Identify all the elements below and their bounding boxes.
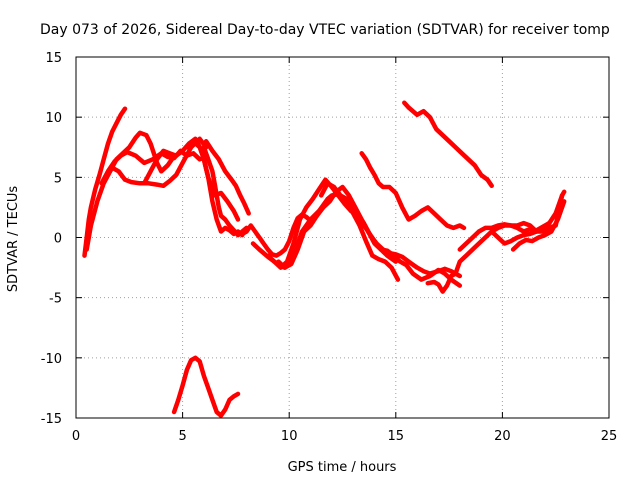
y-tick-label: 15	[45, 51, 62, 66]
y-axis-label: SDTVAR / TECUs	[6, 186, 21, 293]
series-line-track-14	[359, 151, 467, 231]
series-line-track-19	[510, 199, 567, 252]
chart-title: Day 073 of 2026, Sidereal Day-to-day VTE…	[40, 22, 610, 38]
series-line-track-13	[318, 181, 401, 282]
series-line-track-4	[103, 136, 209, 189]
x-axis-label: GPS time / hours	[288, 460, 397, 475]
x-tick-label: 0	[72, 429, 80, 444]
series-line-track-7	[201, 145, 249, 238]
series-line-track-20	[171, 355, 241, 418]
grid	[76, 57, 609, 418]
y-tick-label: -10	[41, 352, 62, 367]
y-tick-label: 5	[54, 171, 62, 186]
plot-frame	[75, 56, 610, 419]
y-tick-label: 0	[54, 232, 62, 247]
series-line-track-18	[489, 189, 567, 246]
x-tick-label: 15	[388, 429, 405, 444]
y-tick-label: -15	[41, 412, 62, 427]
y-tick-label: 10	[45, 111, 62, 126]
axis-ticks: 0 5 10 15 20 25 -15 -10 -5 0 5 10 15	[41, 51, 618, 444]
x-tick-label: 20	[494, 429, 511, 444]
x-tick-label: 5	[178, 429, 186, 444]
plot-area	[82, 100, 567, 418]
series-line-track-2	[84, 130, 175, 252]
series-line-track-15	[402, 100, 494, 189]
x-tick-label: 25	[601, 429, 618, 444]
series-line-track-8	[203, 138, 251, 216]
series-line-track-16	[425, 220, 552, 294]
y-tick-label: -5	[49, 292, 62, 307]
x-tick-label: 10	[281, 429, 298, 444]
series-line-track-1	[82, 106, 128, 258]
series-line-track-17	[457, 193, 565, 252]
series-line-track-12	[276, 184, 463, 288]
series-line-track-6	[184, 138, 245, 238]
